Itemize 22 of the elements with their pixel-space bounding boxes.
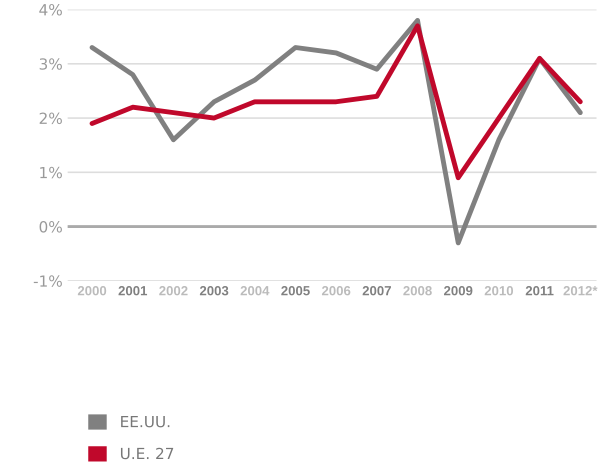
x-tick-label: 2011 <box>526 286 554 296</box>
y-tick-label: 4% <box>39 4 62 16</box>
x-tick-label: 2001 <box>118 286 148 296</box>
y-tick-label: 3% <box>40 58 62 70</box>
x-tick-label: 2006 <box>322 286 350 296</box>
legend-label: U.E. 27 <box>120 448 174 460</box>
y-tick-label: 2% <box>40 112 62 124</box>
x-tick-label: 2003 <box>200 286 228 296</box>
x-tick-label: 2010 <box>484 286 514 296</box>
y-tick-label: 1% <box>40 166 62 178</box>
x-tick-label: 2004 <box>240 286 270 296</box>
x-tick-label: 2000 <box>78 286 106 296</box>
x-tick-label: 2002 <box>159 286 188 296</box>
y-tick-label: -1% <box>34 275 62 287</box>
x-tick-label: 2005 <box>281 286 310 296</box>
legend-label: EE.UU. <box>121 416 170 428</box>
x-tick-label: 2007 <box>362 286 391 296</box>
line-series <box>90 23 583 180</box>
x-tick-label: 2012* <box>563 286 598 296</box>
y-tick-label: 0% <box>40 221 62 233</box>
x-tick-label: 2009 <box>444 286 472 296</box>
x-tick-label: 2008 <box>403 286 432 296</box>
